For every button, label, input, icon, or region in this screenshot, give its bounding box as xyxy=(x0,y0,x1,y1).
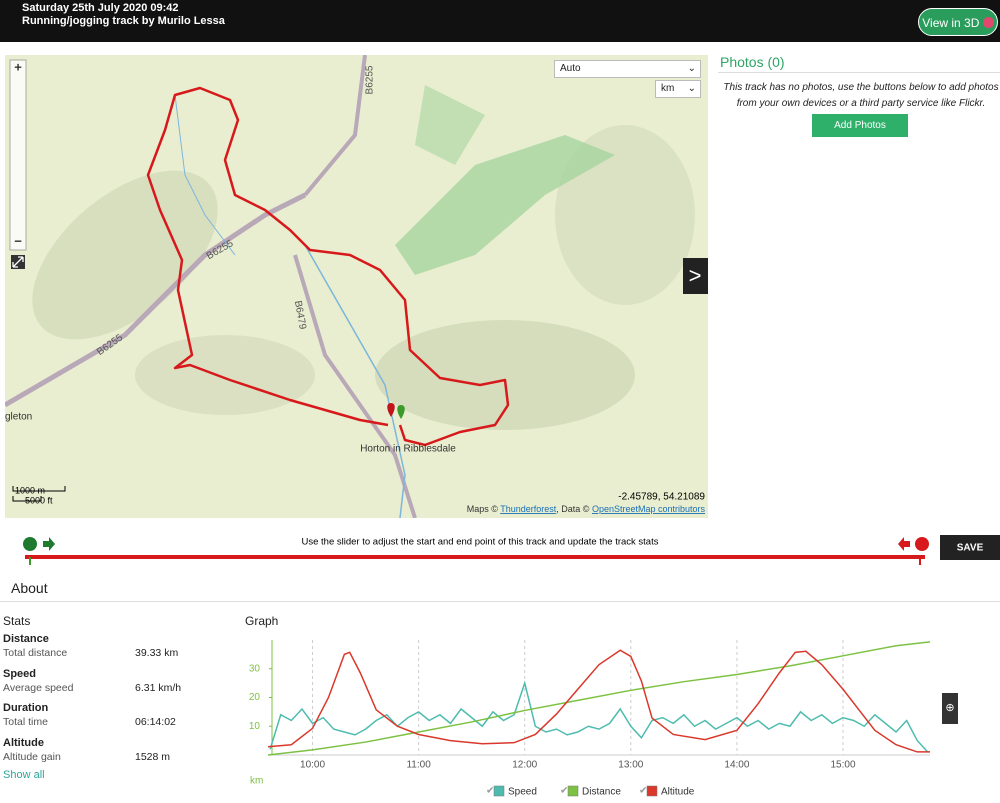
legend-check: ✔ xyxy=(486,786,494,797)
unit-select[interactable]: km ⌄ xyxy=(655,80,701,98)
graph-chart: 10:00 11:00 12:00 13:00 14:00 15:00 10 20 30 km ✔ S… xyxy=(249,640,931,798)
x-tick-label: 10:00 xyxy=(300,760,325,771)
track-date: Saturday 25th July 2020 09:42 xyxy=(22,2,179,14)
stat-label: Altitude gain xyxy=(3,751,61,764)
header: Saturday 25th July 2020 09:42 Running/jo… xyxy=(0,0,1000,42)
stat-label: Average speed xyxy=(3,681,74,694)
stat-label: Total distance xyxy=(3,647,68,659)
y-tick-label: 20 xyxy=(249,692,261,703)
x-tick-label: 15:00 xyxy=(830,760,855,771)
place-label: gleton xyxy=(5,412,32,423)
legend-label: Speed xyxy=(508,787,537,798)
legend-label: Altitude xyxy=(661,787,695,798)
y-tick-label: 30 xyxy=(249,663,261,674)
next-button[interactable]: > xyxy=(689,263,702,288)
track-title: Running/jogging track by Murilo Lessa xyxy=(22,15,225,27)
button-label: View in 3D xyxy=(922,16,980,30)
stat-value: 06:14:02 xyxy=(135,716,176,729)
road-label: B6255 xyxy=(365,65,376,94)
y-axis-label: km xyxy=(250,776,263,787)
x-tick-label: 14:00 xyxy=(724,760,749,771)
place-label: Horton in Ribblesdale xyxy=(360,444,456,455)
track-slider[interactable]: Use the slider to adjust the start and e… xyxy=(0,528,1000,568)
view-3d-button[interactable]: View in 3D xyxy=(918,8,998,36)
stat-heading: Duration xyxy=(3,702,49,715)
legend-check: ✔ xyxy=(560,786,568,797)
zoom-select[interactable]: Auto ⌄ xyxy=(554,60,701,78)
stat-heading: Altitude xyxy=(3,737,44,750)
attribution-link[interactable]: OpenStreetMap contributors xyxy=(592,504,706,514)
y-tick-label: 10 xyxy=(249,721,261,732)
legend-label: Distance xyxy=(582,787,621,798)
series-line xyxy=(269,680,929,753)
x-tick-label: 13:00 xyxy=(618,760,643,771)
attribution-text: Maps © xyxy=(467,504,499,514)
stat-heading: Speed xyxy=(3,667,37,680)
zoom-graph-button[interactable]: ⊕ xyxy=(942,693,958,724)
stat-label: Total time xyxy=(3,716,48,729)
legend-check: ✔ xyxy=(639,786,647,797)
photos-title: Photos (0) xyxy=(720,54,785,70)
x-tick-label: 12:00 xyxy=(512,760,537,771)
map[interactable]: B6255 B6255 B6255 B6479 Horton in Ribble… xyxy=(5,55,708,518)
legend-swatch xyxy=(493,785,505,797)
series-line xyxy=(267,649,930,753)
slider-hint: Use the slider to adjust the start and e… xyxy=(302,537,659,548)
road-label: B6479 xyxy=(292,300,308,331)
stat-value: 6.31 km/h xyxy=(135,681,182,694)
legend-swatch xyxy=(567,785,579,797)
graph-title: Graph xyxy=(245,614,279,628)
add-photos-button[interactable]: Add Photos xyxy=(812,114,908,137)
attribution-text: , Data © xyxy=(556,504,590,514)
svg-text:+: + xyxy=(14,59,22,74)
show-all-link[interactable]: Show all xyxy=(3,769,45,781)
scale-label: 1000 m xyxy=(15,485,45,495)
stats-title: Stats xyxy=(3,614,31,628)
series-line xyxy=(267,641,931,756)
select-value: Auto xyxy=(560,63,581,74)
coordinates: -2.45789, 54.21089 xyxy=(618,492,705,503)
about-title: About xyxy=(11,580,48,596)
x-tick-label: 11:00 xyxy=(406,760,431,771)
legend-swatch xyxy=(646,785,658,797)
save-button[interactable]: SAVE xyxy=(957,543,984,554)
stat-value: 1528 m xyxy=(135,751,171,764)
attribution: Maps © Thunderforest, Data © OpenStreetM… xyxy=(467,504,706,514)
svg-text:−: − xyxy=(14,233,22,248)
stat-value: 39.33 km xyxy=(135,647,179,659)
attribution-link[interactable]: Thunderforest xyxy=(500,504,557,514)
stat-heading: Distance xyxy=(3,633,49,645)
photos-text: This track has no photos, use the button… xyxy=(723,82,999,109)
scale-label: 5000 ft xyxy=(25,495,53,505)
select-value: km xyxy=(661,83,675,94)
